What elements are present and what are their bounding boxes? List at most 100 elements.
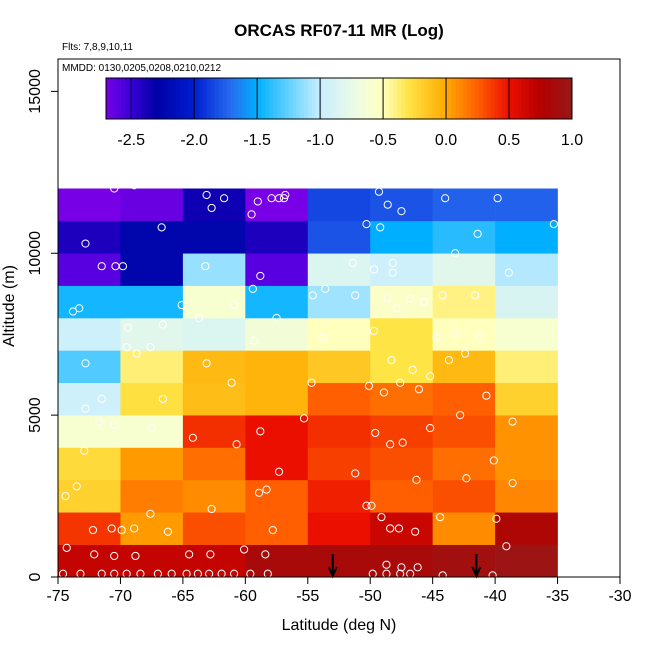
- sample-point: [185, 550, 194, 559]
- heatmap-cell: [182, 220, 246, 254]
- sample-point: [413, 563, 422, 572]
- sample-point: [248, 284, 257, 293]
- x-tick-label: -45: [421, 588, 444, 605]
- heatmap-cell: [370, 253, 433, 286]
- heatmap-cell: [370, 447, 433, 481]
- x-tick-label: -65: [171, 588, 194, 605]
- colorbar-segment: [152, 78, 157, 119]
- sample-point: [130, 181, 139, 190]
- y-tick-label: 5000: [27, 397, 44, 433]
- heatmap-cell: [307, 285, 371, 319]
- heatmap-cell: [58, 318, 121, 351]
- heatmap-cell: [120, 318, 184, 351]
- sample-point: [351, 469, 360, 478]
- sample-point: [61, 491, 70, 501]
- sample-point: [81, 404, 90, 413]
- colorbar: [105, 77, 573, 120]
- heatmap-cell: [432, 188, 496, 222]
- sample-point: [397, 563, 406, 572]
- sample-point: [396, 378, 405, 387]
- heatmap-cell: [495, 512, 558, 545]
- colorbar-segment: [199, 78, 204, 119]
- colorbar-segment: [164, 78, 169, 119]
- heatmap-cell: [120, 544, 184, 578]
- sample-point: [146, 509, 155, 518]
- colorbar-segment: [117, 78, 123, 119]
- colorbar-segment: [548, 78, 554, 119]
- colorbar-segment: [537, 78, 542, 119]
- colorbar-segment: [269, 78, 274, 119]
- heatmap-cell: [120, 285, 184, 319]
- colorbar-segment: [552, 78, 557, 119]
- sample-point: [377, 513, 386, 522]
- heatmap-cell: [120, 350, 184, 384]
- colorbar-segment: [172, 78, 177, 119]
- colorbar-segment: [366, 78, 371, 119]
- sample-point: [369, 265, 379, 274]
- x-tick-label: -40: [484, 588, 507, 605]
- sample-point: [398, 438, 407, 447]
- colorbar-segment: [478, 78, 484, 119]
- sample-point: [220, 194, 229, 203]
- colorbar-segment: [331, 78, 336, 119]
- colorbar-segment: [381, 78, 387, 119]
- heatmap-cell: [245, 544, 309, 578]
- y-tick-label: 15000: [27, 69, 44, 114]
- colorbar-segment: [521, 78, 526, 119]
- heatmap-cell: [370, 220, 433, 254]
- colorbar-segment: [416, 78, 422, 119]
- colorbar-segment: [288, 78, 293, 119]
- sample-point: [268, 525, 277, 535]
- sample-point: [493, 194, 502, 203]
- heatmap-cell: [120, 220, 184, 254]
- sample-point: [392, 304, 401, 313]
- heatmap-cell: [432, 512, 496, 545]
- heatmap-cell: [182, 512, 246, 545]
- heatmap-cell: [182, 318, 246, 351]
- colorbar-segment: [300, 78, 305, 119]
- colorbar-segment: [307, 78, 313, 119]
- sample-point: [308, 291, 317, 300]
- heatmap-cell: [182, 350, 246, 384]
- colorbar-segment: [125, 78, 130, 119]
- colorbar-segment: [195, 78, 200, 119]
- colorbar-segment: [564, 78, 569, 119]
- sample-point: [202, 190, 211, 200]
- y-axis-label: Altitude (m): [1, 265, 18, 347]
- sample-point: [318, 333, 327, 342]
- sample-point: [207, 504, 216, 514]
- sample-point: [80, 446, 89, 455]
- colorbar-segment: [261, 78, 266, 119]
- heatmap-cell: [307, 350, 371, 384]
- colorbar-segment: [509, 78, 515, 119]
- colorbar-segment: [276, 78, 282, 119]
- heatmap-cell: [245, 253, 309, 286]
- sample-point: [202, 359, 211, 368]
- heatmap-cell: [307, 220, 371, 254]
- colorbar-segment: [439, 78, 445, 119]
- heatmap-cell: [495, 285, 558, 319]
- heatmap-cell: [495, 253, 558, 286]
- sample-point: [132, 349, 141, 358]
- colorbar-segment: [502, 78, 507, 119]
- colorbar-segment: [377, 78, 383, 119]
- sample-point: [419, 297, 429, 306]
- heatmap-cell: [307, 253, 371, 286]
- sample-point: [81, 239, 90, 248]
- sample-point: [382, 560, 391, 569]
- sample-point: [374, 187, 384, 196]
- heatmap-cell: [245, 447, 309, 481]
- sample-point: [388, 268, 397, 277]
- heatmap-cell: [432, 285, 496, 319]
- colorbar-segment: [323, 78, 328, 119]
- dates-note: MMDD: 0130,0205,0208,0210,0212: [62, 63, 221, 74]
- sample-point: [432, 333, 441, 342]
- sample-point: [256, 271, 265, 281]
- x-axis-label: Latitude (deg N): [282, 617, 397, 634]
- heatmap-cell: [58, 188, 121, 222]
- heatmap-cell: [370, 479, 433, 513]
- sample-point: [81, 359, 90, 368]
- sample-point: [272, 313, 281, 323]
- colorbar-segment: [296, 78, 301, 119]
